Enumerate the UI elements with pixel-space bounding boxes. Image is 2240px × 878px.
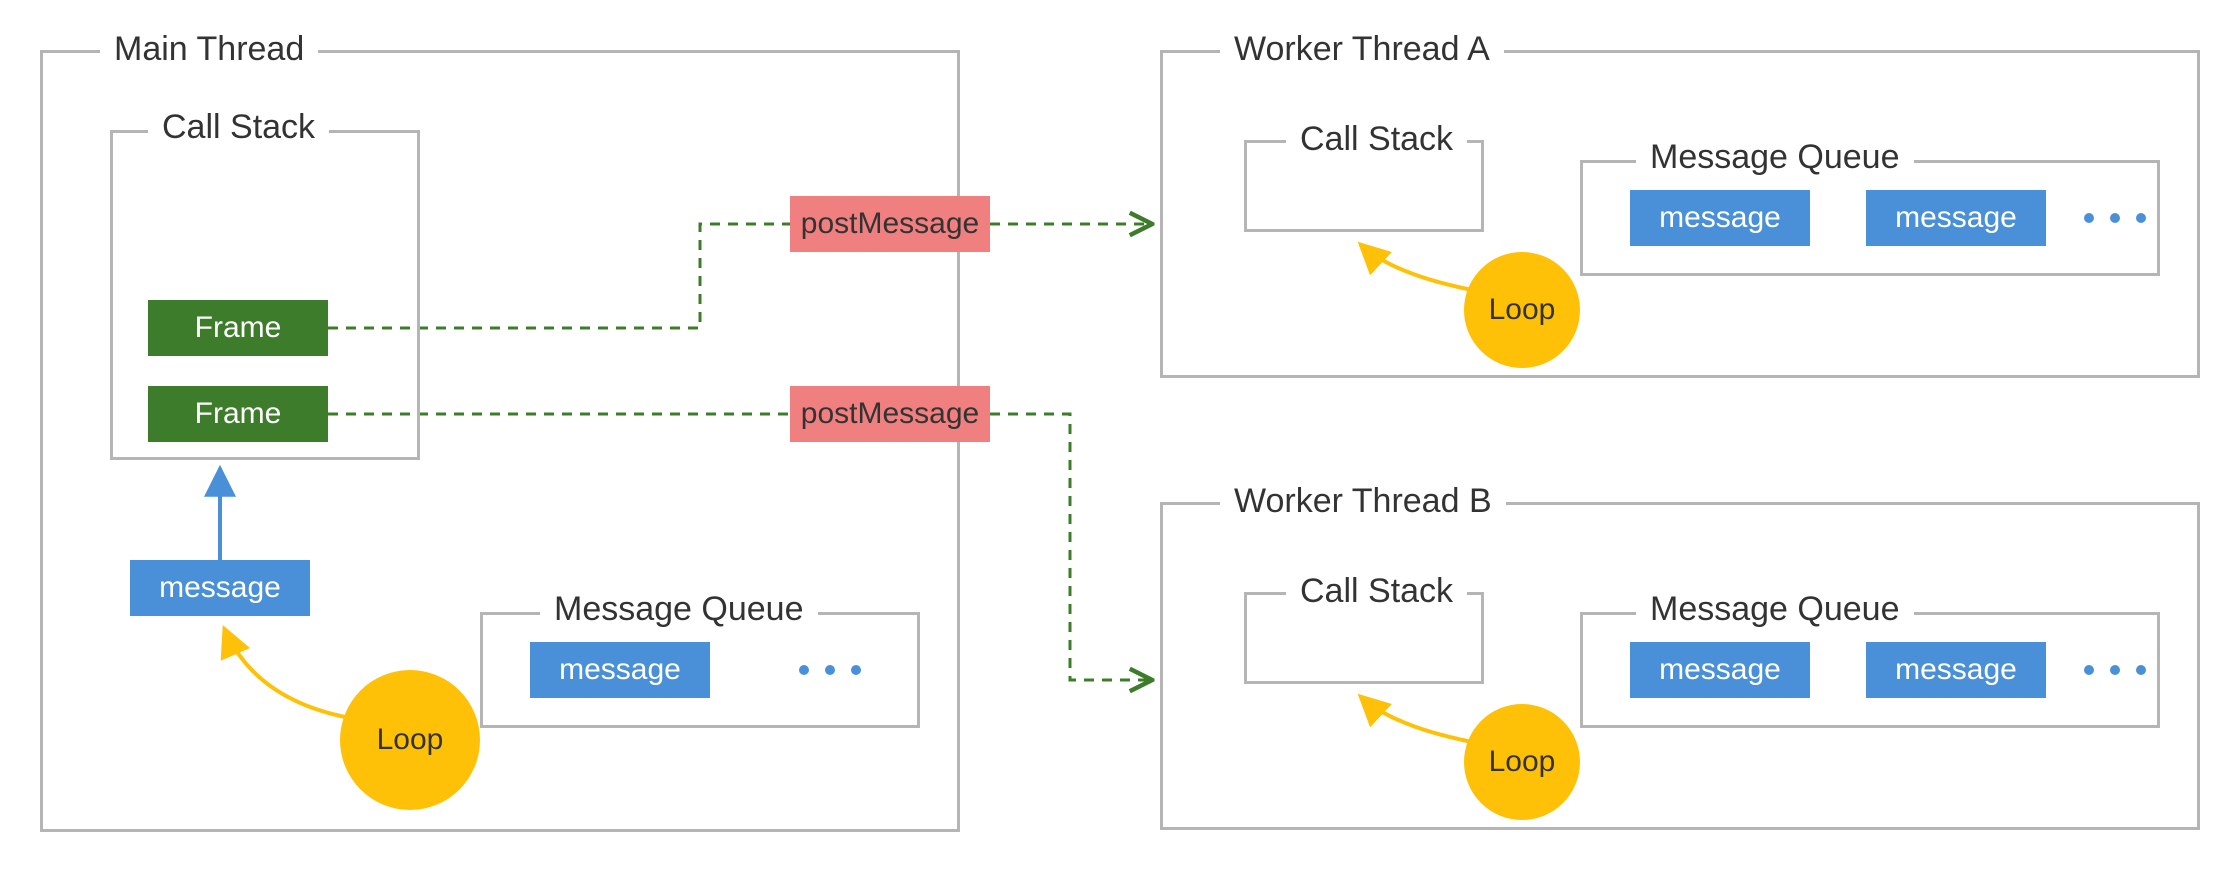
box-frame1: Frame: [148, 300, 328, 356]
panel-label-worker_a: Worker Thread A: [1220, 30, 1504, 69]
panel-label-wa_mq: Message Queue: [1636, 138, 1914, 177]
loop-circle-wa: Loop: [1464, 252, 1580, 368]
panel-label-main_cs: Call Stack: [148, 108, 329, 147]
loop-circle-wb: Loop: [1464, 704, 1580, 820]
panel-label-wa_cs: Call Stack: [1286, 120, 1467, 159]
ellipsis-icon: [780, 642, 880, 698]
box-wa_m1: message: [1630, 190, 1810, 246]
loop-circle-main: Loop: [340, 670, 480, 810]
ellipsis-icon: [2080, 190, 2150, 246]
box-wb_m1: message: [1630, 642, 1810, 698]
box-wb_m2: message: [1866, 642, 2046, 698]
box-post2: postMessage: [790, 386, 990, 442]
panel-label-main: Main Thread: [100, 30, 318, 69]
box-mq_msg: message: [530, 642, 710, 698]
panel-label-wb_cs: Call Stack: [1286, 572, 1467, 611]
box-frame2: Frame: [148, 386, 328, 442]
panel-label-wb_mq: Message Queue: [1636, 590, 1914, 629]
box-wa_m2: message: [1866, 190, 2046, 246]
ellipsis-icon: [2080, 642, 2150, 698]
panel-label-worker_b: Worker Thread B: [1220, 482, 1506, 521]
box-main_msg: message: [130, 560, 310, 616]
box-post1: postMessage: [790, 196, 990, 252]
panel-label-main_mq: Message Queue: [540, 590, 818, 629]
arrow-green_bot_r: [990, 414, 1150, 680]
